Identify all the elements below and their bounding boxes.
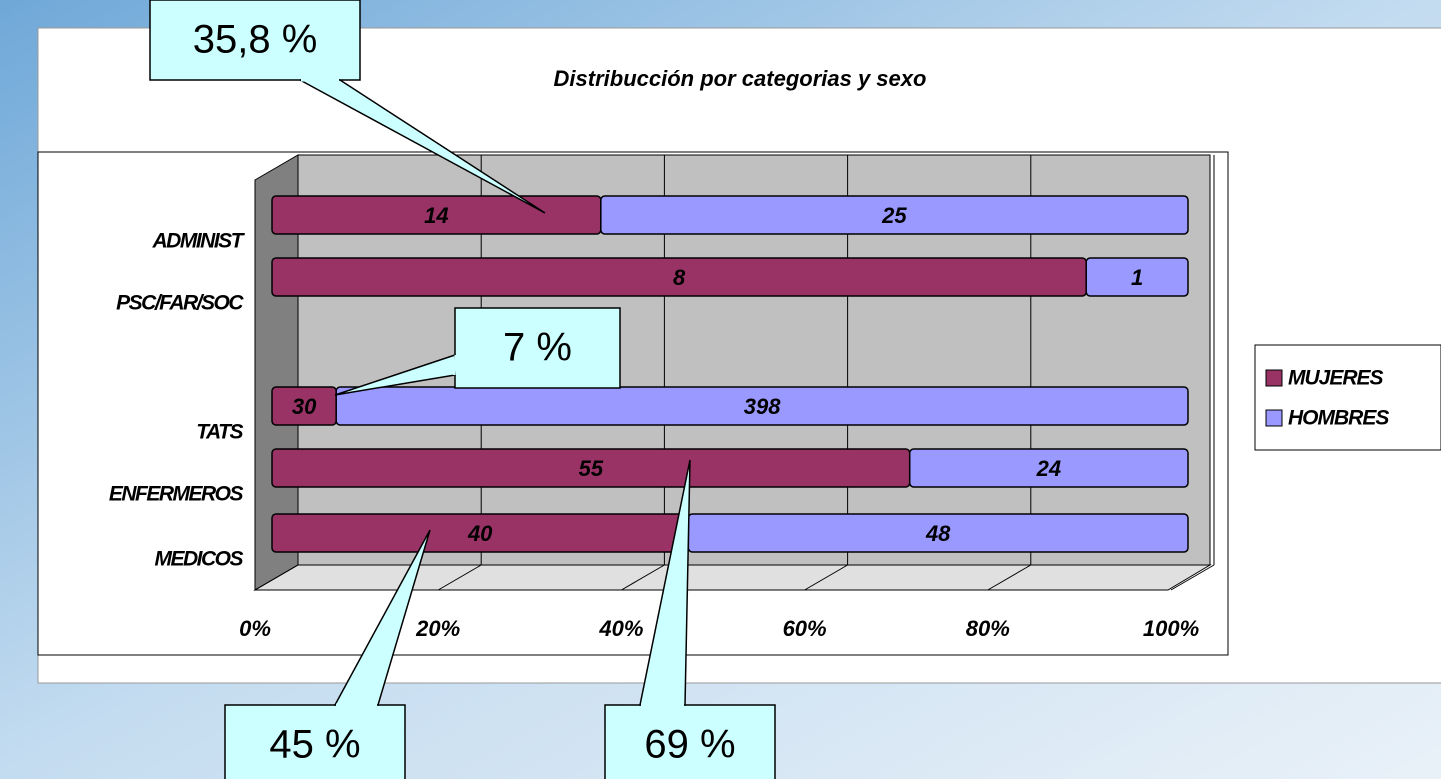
- data-label: 24: [1036, 456, 1061, 481]
- data-label: 40: [467, 521, 493, 546]
- x-tick-label: 100%: [1143, 616, 1199, 641]
- data-label: 55: [579, 456, 604, 481]
- y-tick-label: TATS: [196, 421, 243, 444]
- data-label: 30: [292, 394, 317, 419]
- callout-text: 7 %: [503, 326, 572, 370]
- x-tick-label: 40%: [598, 616, 643, 641]
- page: Distribucción por categorias y sexo 0% 20…: [0, 0, 1441, 779]
- x-tick-label: 60%: [783, 616, 827, 641]
- x-tick-label: 80%: [966, 616, 1010, 641]
- data-label: 48: [925, 521, 951, 546]
- y-tick-label: ADMINIST: [152, 230, 246, 253]
- legend-swatch: [1266, 370, 1282, 386]
- legend-swatch: [1266, 410, 1282, 426]
- data-label: 8: [673, 265, 686, 290]
- callout-text: 45 %: [269, 723, 360, 767]
- y-tick-label: PSC/FAR/SOC: [116, 292, 244, 315]
- data-label: 25: [881, 203, 907, 228]
- data-label: 1: [1131, 265, 1143, 290]
- data-label: 14: [424, 203, 448, 228]
- chart: Distribucción por categorias y sexo 0% 20…: [0, 0, 1441, 779]
- callout-text: 35,8 %: [193, 18, 318, 62]
- callout-join: [454, 355, 456, 375]
- legend: [1255, 345, 1441, 450]
- y-tick-label: MEDICOS: [154, 548, 243, 571]
- legend-label: HOMBRES: [1288, 407, 1389, 430]
- callout-text: 69 %: [644, 723, 735, 767]
- y-tick-label: ENFERMEROS: [109, 483, 244, 506]
- data-label: 398: [744, 394, 781, 419]
- floor: [255, 565, 1210, 590]
- chart-title: Distribucción por categorias y sexo: [554, 66, 927, 91]
- x-tick-label: 20%: [415, 616, 460, 641]
- legend-label: MUJERES: [1288, 367, 1384, 390]
- x-tick-label: 0%: [239, 616, 271, 641]
